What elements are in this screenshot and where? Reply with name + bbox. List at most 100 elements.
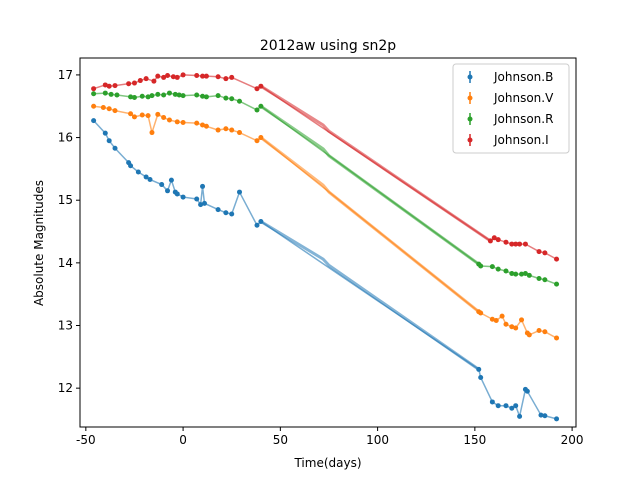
y-axis-label: Absolute Magnitudes — [32, 180, 46, 306]
data-point — [200, 183, 206, 189]
data-point — [503, 268, 509, 274]
series-fit-johnson-i — [260, 84, 492, 243]
data-point — [114, 92, 120, 98]
data-point — [499, 313, 505, 319]
data-point — [106, 106, 112, 112]
y-axis: 12 13 14 15 16 17 — [58, 68, 80, 395]
data-point — [131, 114, 137, 120]
data-point — [517, 413, 523, 419]
data-point — [223, 210, 229, 216]
data-point — [91, 86, 97, 92]
data-point — [165, 188, 171, 194]
data-point — [258, 219, 264, 225]
data-point — [161, 115, 167, 121]
data-point — [536, 276, 542, 282]
plot-frame — [79, 57, 577, 428]
data-point — [519, 317, 525, 323]
x-tick-label: 200 — [561, 433, 584, 447]
data-point — [536, 249, 542, 255]
data-point — [503, 239, 509, 245]
data-point — [91, 118, 97, 124]
legend-label: Johnson.V — [493, 91, 554, 105]
legend-box — [452, 63, 570, 154]
data-point — [503, 321, 509, 327]
data-point — [139, 112, 145, 118]
x-axis-label: Time(days) — [293, 456, 361, 470]
data-point — [495, 266, 501, 272]
series-johnson-i — [91, 72, 560, 262]
data-point — [145, 94, 151, 100]
data-point — [258, 103, 264, 109]
data-point — [215, 93, 221, 99]
data-point — [200, 73, 206, 79]
data-point — [102, 82, 108, 88]
data-point — [155, 91, 161, 97]
data-point — [176, 92, 182, 98]
data-point — [554, 281, 560, 287]
data-point — [509, 241, 515, 247]
data-point — [509, 405, 515, 411]
y-tick-label: 13 — [58, 319, 73, 333]
data-point — [112, 108, 118, 114]
legend-label: Johnson.R — [493, 112, 553, 126]
series-johnson-v — [91, 103, 560, 341]
data-point — [495, 403, 501, 409]
data-point — [519, 271, 525, 277]
data-point — [513, 325, 519, 331]
data-point — [174, 191, 180, 197]
data-point — [201, 200, 207, 206]
x-tick-label: 150 — [463, 433, 486, 447]
data-point — [478, 375, 484, 381]
x-axis: -50 0 50 100 150 200 — [76, 427, 584, 447]
data-point — [106, 83, 112, 89]
data-point — [215, 127, 221, 133]
data-point — [137, 78, 143, 84]
data-point — [194, 196, 200, 202]
data-point — [229, 96, 235, 102]
data-point — [526, 332, 532, 338]
data-point — [493, 318, 499, 323]
data-point — [258, 83, 264, 89]
data-point — [145, 113, 151, 119]
data-point — [542, 329, 548, 335]
y-tick-label: 12 — [58, 381, 73, 395]
chart-title: 2012aw using sn2p — [260, 38, 396, 54]
series-layer — [91, 72, 560, 422]
data-point — [237, 189, 242, 195]
data-point — [143, 174, 149, 180]
data-point — [102, 130, 108, 136]
data-point — [155, 73, 161, 79]
data-point — [536, 328, 542, 334]
data-point — [513, 403, 519, 409]
data-point — [200, 122, 206, 128]
data-point — [170, 74, 176, 80]
data-point — [503, 403, 509, 409]
data-point — [542, 413, 548, 419]
data-point — [538, 412, 544, 418]
data-point — [203, 73, 209, 79]
data-point — [489, 316, 495, 322]
data-point — [168, 177, 174, 183]
data-point — [151, 78, 157, 84]
y-tick-label: 16 — [58, 131, 73, 145]
data-point — [91, 91, 97, 97]
data-point — [554, 416, 560, 422]
data-point — [542, 250, 548, 256]
data-point — [194, 73, 200, 79]
data-point — [108, 91, 114, 97]
legend-label: Johnson.I — [493, 133, 549, 147]
data-point — [495, 237, 501, 243]
data-point — [517, 241, 523, 247]
data-point — [155, 111, 161, 117]
data-point — [478, 263, 484, 269]
data-point — [254, 138, 260, 144]
data-point — [254, 86, 260, 92]
data-point — [487, 238, 493, 244]
data-point — [174, 74, 180, 80]
data-point — [128, 94, 134, 100]
data-point — [522, 271, 528, 277]
data-point — [200, 93, 206, 99]
series-fit-johnson-b — [260, 220, 480, 371]
data-point — [174, 119, 180, 125]
